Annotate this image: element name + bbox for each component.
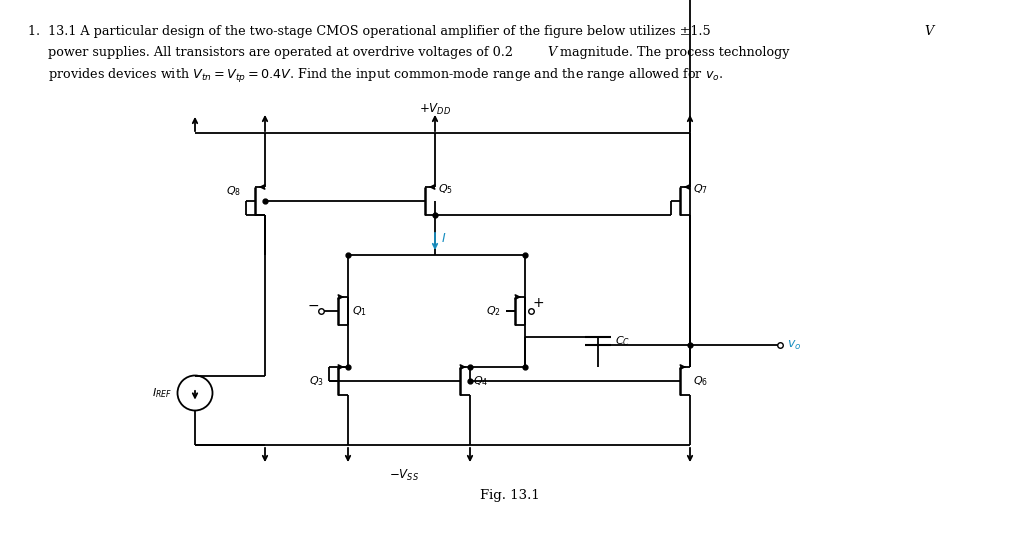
Text: V: V bbox=[547, 46, 556, 59]
Text: power supplies. All transistors are operated at overdrive voltages of 0.2: power supplies. All transistors are oper… bbox=[28, 46, 513, 59]
Text: $Q_5$: $Q_5$ bbox=[438, 182, 453, 196]
Text: Fig. 13.1: Fig. 13.1 bbox=[480, 488, 540, 502]
Text: $+$: $+$ bbox=[531, 296, 544, 310]
Text: $Q_7$: $Q_7$ bbox=[693, 182, 708, 196]
Text: $Q_3$: $Q_3$ bbox=[309, 374, 324, 388]
Text: $I$: $I$ bbox=[441, 232, 446, 245]
Text: magnitude. The process technology: magnitude. The process technology bbox=[555, 46, 790, 59]
Text: $-V_{SS}$: $-V_{SS}$ bbox=[389, 468, 419, 483]
Text: $Q_4$: $Q_4$ bbox=[473, 374, 488, 388]
Text: $+V_{DD}$: $+V_{DD}$ bbox=[419, 102, 452, 117]
Text: $I_{REF}$: $I_{REF}$ bbox=[153, 386, 172, 400]
Text: 1.  13.1 A particular design of the two-stage CMOS operational amplifier of the : 1. 13.1 A particular design of the two-s… bbox=[28, 25, 711, 38]
Text: $Q_1$: $Q_1$ bbox=[352, 304, 367, 318]
Text: $Q_6$: $Q_6$ bbox=[693, 374, 709, 388]
Text: $v_o$: $v_o$ bbox=[787, 338, 802, 352]
Text: provides devices with $V_{tn}=V_{tp}=0.4V$. Find the input common-mode range and: provides devices with $V_{tn}=V_{tp}=0.4… bbox=[28, 67, 723, 85]
Text: $C_C$: $C_C$ bbox=[615, 334, 630, 348]
Text: $Q_8$: $Q_8$ bbox=[226, 184, 241, 198]
Text: $Q_2$: $Q_2$ bbox=[486, 304, 501, 318]
Text: V: V bbox=[925, 25, 934, 38]
Text: $-$: $-$ bbox=[307, 298, 319, 312]
